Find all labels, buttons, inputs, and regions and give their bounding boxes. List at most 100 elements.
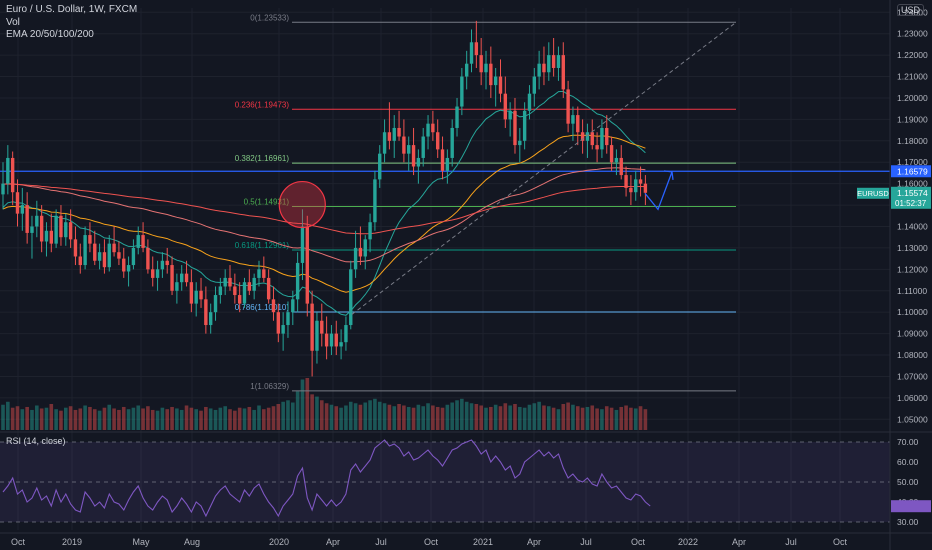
candle-body [440, 149, 445, 171]
candle-body [464, 63, 469, 77]
candle-body [320, 320, 324, 334]
candle-body [474, 42, 479, 56]
volume-bar [165, 409, 170, 430]
candle-body [10, 157, 15, 193]
volume-bar [223, 406, 227, 430]
volume-bar [266, 407, 271, 430]
volume-bar [450, 402, 454, 430]
volume-bar [527, 404, 532, 430]
volume-bar [406, 406, 411, 430]
candle-body [576, 115, 580, 133]
candle-body [411, 145, 416, 167]
candle-body [136, 235, 140, 248]
time-tick-label: Oct [631, 537, 646, 547]
candle-body [83, 235, 87, 266]
candle-body [382, 132, 387, 154]
candle-body [300, 226, 305, 263]
volume-bar [78, 408, 83, 430]
volume-bar [141, 408, 145, 430]
candle-body [629, 187, 633, 193]
candle-body [561, 55, 565, 90]
candle-body [522, 110, 527, 141]
candle-body [310, 303, 314, 351]
candle-body [151, 269, 155, 278]
ema-line [2, 90, 646, 316]
candle-body [600, 127, 604, 150]
drawings [278, 21, 737, 315]
fib-label: 0.382(1.16961) [235, 154, 290, 163]
fib-label: 1(1.06329) [250, 382, 289, 391]
volume-bar [542, 405, 546, 430]
volume-bar [160, 407, 165, 430]
price-tick-label: 1.23000 [897, 29, 928, 39]
volume-bar [136, 405, 141, 430]
volume-bar [150, 409, 155, 430]
candle-body [455, 106, 459, 128]
time-tick-label: 2022 [678, 537, 698, 547]
volume-bar [624, 405, 628, 430]
rsi-band [0, 442, 890, 522]
volume-bar [184, 405, 189, 430]
candle-body [407, 145, 411, 154]
time-tick-label: Apr [527, 537, 541, 547]
volume-bar [49, 404, 54, 430]
candle-body [88, 235, 92, 244]
volume-bar [397, 404, 401, 430]
candle-body [213, 295, 218, 313]
candle-body [78, 256, 82, 266]
time-tick-label: Oct [11, 537, 26, 547]
volume-bar [431, 405, 435, 430]
price-tick-label: 1.13000 [897, 243, 928, 253]
time-tick-label: Oct [833, 537, 848, 547]
candle-body [469, 42, 474, 64]
volume-bar [348, 401, 353, 430]
rsi-line [2, 439, 651, 518]
volume-bar [373, 398, 377, 430]
symbol-badge-bg [857, 187, 889, 199]
candle-body [460, 76, 464, 107]
volume-bar [600, 409, 604, 430]
candle-body [450, 127, 454, 158]
rsi-tick-label: 50.00 [897, 477, 919, 487]
candle-body [571, 115, 575, 124]
volume-bar [334, 406, 339, 430]
candle-body [155, 269, 160, 278]
rsi-legend: RSI (14, close) [6, 436, 66, 446]
candle-body [102, 252, 107, 268]
candle-body [556, 55, 561, 68]
candle-body [498, 76, 503, 94]
volume-bar [344, 405, 348, 430]
volume-bar [54, 409, 58, 430]
candle-body [228, 277, 232, 287]
candle-body [585, 132, 590, 141]
candle-body [537, 63, 541, 77]
volume-bar [566, 402, 570, 430]
volume-bar [537, 401, 541, 430]
candle-body [184, 273, 189, 283]
candle-body [324, 333, 329, 347]
fib-label: 0.236(1.19473) [235, 100, 290, 109]
candle-body [199, 290, 203, 300]
volume-bar [440, 407, 445, 430]
rsi-tick-label: 30.00 [897, 517, 919, 527]
volume-bar [59, 410, 63, 430]
volume-bar [68, 406, 73, 430]
volume-bar [102, 407, 107, 430]
candle-body [237, 295, 242, 304]
volume-bar [411, 407, 416, 430]
volume-bar [575, 406, 580, 430]
volume-bar [295, 391, 300, 430]
candle-body [25, 205, 29, 233]
bar-countdown: 01:52:37 [895, 199, 927, 208]
volume-bar [242, 408, 247, 430]
candle-body [387, 132, 392, 141]
volume-bar [643, 409, 648, 430]
volume-bar [382, 403, 387, 430]
currency-selector[interactable]: USD [896, 4, 924, 16]
volume-bar [218, 407, 223, 430]
price-tick-label: 1.14000 [897, 221, 928, 231]
rsi-value-badge [891, 500, 931, 513]
volume-bar [551, 407, 556, 430]
